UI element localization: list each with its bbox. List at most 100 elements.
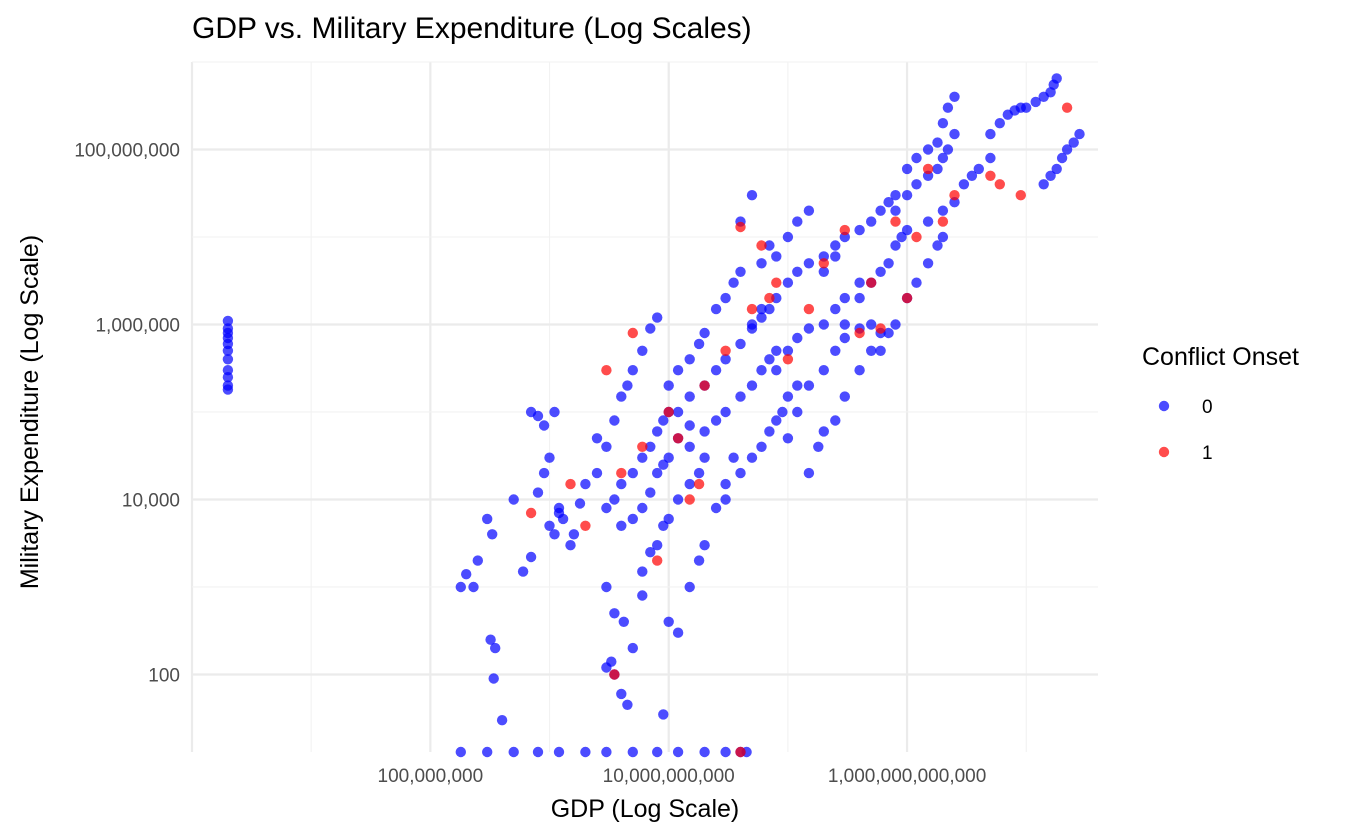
- data-point: [616, 391, 627, 402]
- data-point: [818, 266, 829, 277]
- data-point: [699, 426, 710, 437]
- data-point: [601, 581, 612, 593]
- data-point: [684, 441, 695, 452]
- data-point: [693, 338, 705, 350]
- data-point: [756, 441, 767, 452]
- data-point: [645, 487, 656, 498]
- data-point: [764, 354, 775, 365]
- data-point: [985, 170, 996, 181]
- data-point: [728, 277, 739, 288]
- data-point: [818, 365, 829, 376]
- data-point: [616, 520, 627, 531]
- data-point: [663, 380, 674, 391]
- data-point: [875, 345, 886, 356]
- data-point: [663, 616, 674, 627]
- data-point: [937, 216, 949, 227]
- data-point: [684, 581, 695, 593]
- data-point: [652, 555, 663, 566]
- data-point: [720, 494, 731, 505]
- data-point: [565, 478, 576, 490]
- legend: Conflict Onset 0 1: [1142, 343, 1299, 464]
- data-point: [609, 415, 620, 426]
- data-point: [601, 746, 612, 758]
- data-point: [544, 520, 555, 531]
- data-point: [699, 452, 710, 463]
- data-point: [637, 590, 648, 601]
- data-point: [911, 277, 922, 288]
- data-point: [652, 426, 663, 437]
- data-point: [672, 406, 684, 418]
- data-point: [866, 277, 877, 288]
- data-point: [622, 699, 633, 710]
- data-point: [782, 354, 794, 365]
- data-point: [580, 478, 591, 490]
- data-point: [854, 327, 865, 339]
- data-point: [1056, 152, 1068, 164]
- data-point: [911, 179, 922, 190]
- x-tick-label: 100,000,000: [378, 766, 484, 787]
- data-point: [565, 540, 576, 551]
- data-point: [472, 555, 483, 566]
- data-point: [937, 231, 949, 243]
- data-point: [803, 323, 815, 334]
- data-point: [854, 365, 865, 376]
- data-point: [699, 746, 710, 758]
- data-point: [468, 581, 479, 593]
- data-point: [710, 365, 722, 376]
- data-point: [720, 345, 731, 356]
- data-point: [710, 502, 722, 514]
- data-point: [756, 365, 767, 376]
- data-point: [549, 529, 560, 540]
- data-point: [792, 216, 803, 227]
- data-point: [830, 251, 841, 262]
- y-tick-label: 1,000,000: [95, 315, 180, 336]
- data-point: [942, 144, 954, 155]
- data-point: [699, 327, 710, 339]
- data-point: [549, 406, 560, 418]
- data-point: [488, 673, 499, 684]
- data-point: [866, 345, 877, 356]
- data-point: [830, 415, 841, 426]
- data-point: [777, 406, 788, 418]
- data-point: [839, 332, 850, 344]
- data-point: [627, 513, 638, 525]
- data-point: [746, 380, 758, 391]
- data-point: [652, 746, 663, 758]
- data-point: [482, 513, 493, 525]
- y-axis-title: Military Expenditure (Log Scale): [16, 235, 44, 589]
- x-tick-labels: 100,000,000 10,000,000,000 1,000,000,000,0…: [378, 766, 987, 787]
- data-point: [973, 163, 984, 175]
- legend-label-1: 1: [1202, 443, 1213, 464]
- data-point: [803, 258, 815, 269]
- data-point: [684, 354, 695, 365]
- data-point: [746, 452, 758, 463]
- data-point: [532, 410, 544, 422]
- data-point: [609, 608, 620, 619]
- data-point: [890, 216, 901, 227]
- data-point: [782, 433, 794, 444]
- data-point: [830, 303, 841, 315]
- data-point: [637, 566, 648, 577]
- data-point: [637, 345, 648, 356]
- data-point: [782, 345, 794, 356]
- data-point: [728, 452, 739, 463]
- data-point: [803, 303, 815, 315]
- data-point: [684, 494, 695, 505]
- data-point: [684, 420, 695, 431]
- data-point: [544, 452, 555, 463]
- data-point: [609, 669, 620, 680]
- data-point: [966, 170, 978, 181]
- data-point: [684, 391, 695, 402]
- data-point: [890, 240, 901, 251]
- data-point: [222, 372, 234, 383]
- data-point: [803, 380, 815, 391]
- data-point: [875, 323, 886, 334]
- data-point: [720, 478, 731, 490]
- data-point: [601, 502, 612, 514]
- data-point: [591, 433, 603, 444]
- data-point: [764, 426, 775, 437]
- data-point: [839, 319, 850, 330]
- data-point: [922, 216, 934, 227]
- data-point: [883, 258, 894, 269]
